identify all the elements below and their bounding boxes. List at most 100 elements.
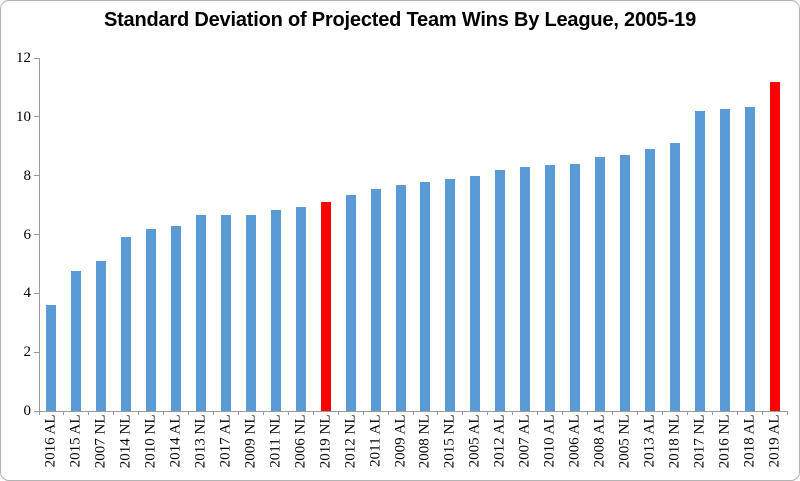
x-axis-tick [661,411,663,415]
y-axis-tick [34,175,39,177]
bar-2010-al [545,165,556,411]
x-axis-tick-label: 2009 NL [242,414,259,468]
x-axis-tick [262,411,264,415]
x-axis-tick [512,411,514,415]
y-axis-tick [34,234,39,235]
x-axis-tick-label: 2007 AL [516,414,533,467]
bar-2013-al [644,149,655,411]
y-axis-line [39,58,40,411]
x-axis-tick [462,411,464,415]
x-axis-tick [686,411,688,415]
bar-2011-al [370,188,381,411]
x-axis-tick-label: 2017 NL [691,414,708,468]
x-axis-tick [487,411,489,415]
bar-2015-nl [445,178,456,411]
x-axis-tick-label: 2014 NL [117,414,134,468]
x-axis-tick [412,411,414,415]
bar-2014-nl [121,237,132,411]
x-axis-tick [636,411,638,415]
x-axis-tick [138,411,140,415]
x-axis-tick [113,411,115,415]
x-axis-tick-label: 2019 AL [766,414,783,467]
y-axis-tick [34,351,39,353]
x-axis-tick-label: 2009 AL [392,414,409,467]
y-axis-tick-label: 4 [23,285,32,302]
x-axis-tick [611,411,613,415]
x-axis-tick [63,411,65,415]
bar-2014-al [171,225,182,411]
x-axis-tick-label: 2008 AL [591,414,608,467]
x-axis-tick [287,411,289,415]
bar-2013-nl [196,215,207,411]
x-axis-tick-label: 2010 AL [541,414,558,467]
x-axis-tick [237,411,239,415]
y-axis-tick-label: 10 [16,108,31,125]
x-axis-tick [711,411,713,415]
y-axis-tick-label: 2 [23,344,32,361]
bar-2009-nl [245,215,256,411]
x-axis-tick-label: 2019 NL [317,414,334,468]
bar-2018-al [744,106,755,411]
bar-2007-nl [96,260,107,411]
x-axis-tick [387,411,389,415]
y-axis-tick [34,292,39,294]
x-axis-tick [437,411,439,415]
x-axis-tick-label: 2018 NL [666,414,683,468]
bar-2012-nl [345,194,356,411]
x-axis-tick [163,411,165,415]
x-axis-tick-label: 2016 NL [716,414,733,468]
x-axis-tick-label: 2013 AL [641,414,658,467]
x-axis-tick-label: 2008 NL [416,414,433,468]
y-axis-tick-label: 0 [23,403,32,419]
bar-2007-al [520,166,531,411]
y-axis-tick [34,410,39,412]
bar-2011-nl [270,209,281,411]
chart-title: Standard Deviation of Projected Team Win… [103,9,697,31]
x-axis-tick-label: 2018 AL [741,414,758,467]
x-axis-tick [362,411,364,415]
bar-2012-al [495,169,506,411]
x-axis-tick [786,411,788,415]
x-axis-tick-label: 2006 NL [292,414,309,468]
bar-2008-nl [420,181,431,411]
x-axis-tick-label: 2012 AL [491,414,508,467]
x-axis-tick-label: 2006 AL [566,414,583,467]
x-axis-tick [188,411,190,415]
bar-2008-al [595,156,605,411]
bar-2018-nl [669,143,680,411]
y-axis-tick-label: 8 [23,167,32,184]
bar-2006-al [570,163,581,411]
x-axis-tick [337,411,339,415]
bar-2005-nl [619,155,630,411]
x-axis-tick-label: 2011 NL [267,414,284,468]
x-axis-tick [38,411,40,415]
bar-2019-al [769,81,780,411]
x-axis-tick-label: 2016 AL [42,414,59,467]
x-axis-tick [736,411,738,415]
x-axis-tick [213,411,215,415]
x-axis-tick-label: 2012 NL [342,414,359,468]
bar-2016-nl [719,109,730,411]
x-axis-tick-label: 2014 AL [167,414,184,467]
x-axis-tick-label: 2017 AL [217,414,234,467]
y-axis-tick-label: 12 [16,50,31,66]
x-axis-tick-label: 2015 AL [67,414,84,467]
bar-2009-al [395,184,406,411]
x-axis-tick-label: 2005 NL [616,414,633,468]
bar-2005-al [470,175,481,411]
x-axis-tick [761,411,763,415]
x-axis-tick-label: 2007 NL [92,414,109,468]
bar-2016-al [46,305,57,411]
x-axis-tick [312,411,314,415]
x-axis-tick-label: 2005 AL [466,414,483,467]
y-axis-tick-label: 6 [23,226,32,243]
y-axis-tick [34,57,39,59]
bar-2019-nl [320,202,331,411]
x-axis-tick [562,411,564,415]
x-axis-tick-label: 2011 AL [367,414,384,467]
bar-2010-nl [146,228,157,411]
x-axis-tick [537,411,539,415]
x-axis-tick [587,411,589,415]
x-axis-tick [88,411,90,415]
